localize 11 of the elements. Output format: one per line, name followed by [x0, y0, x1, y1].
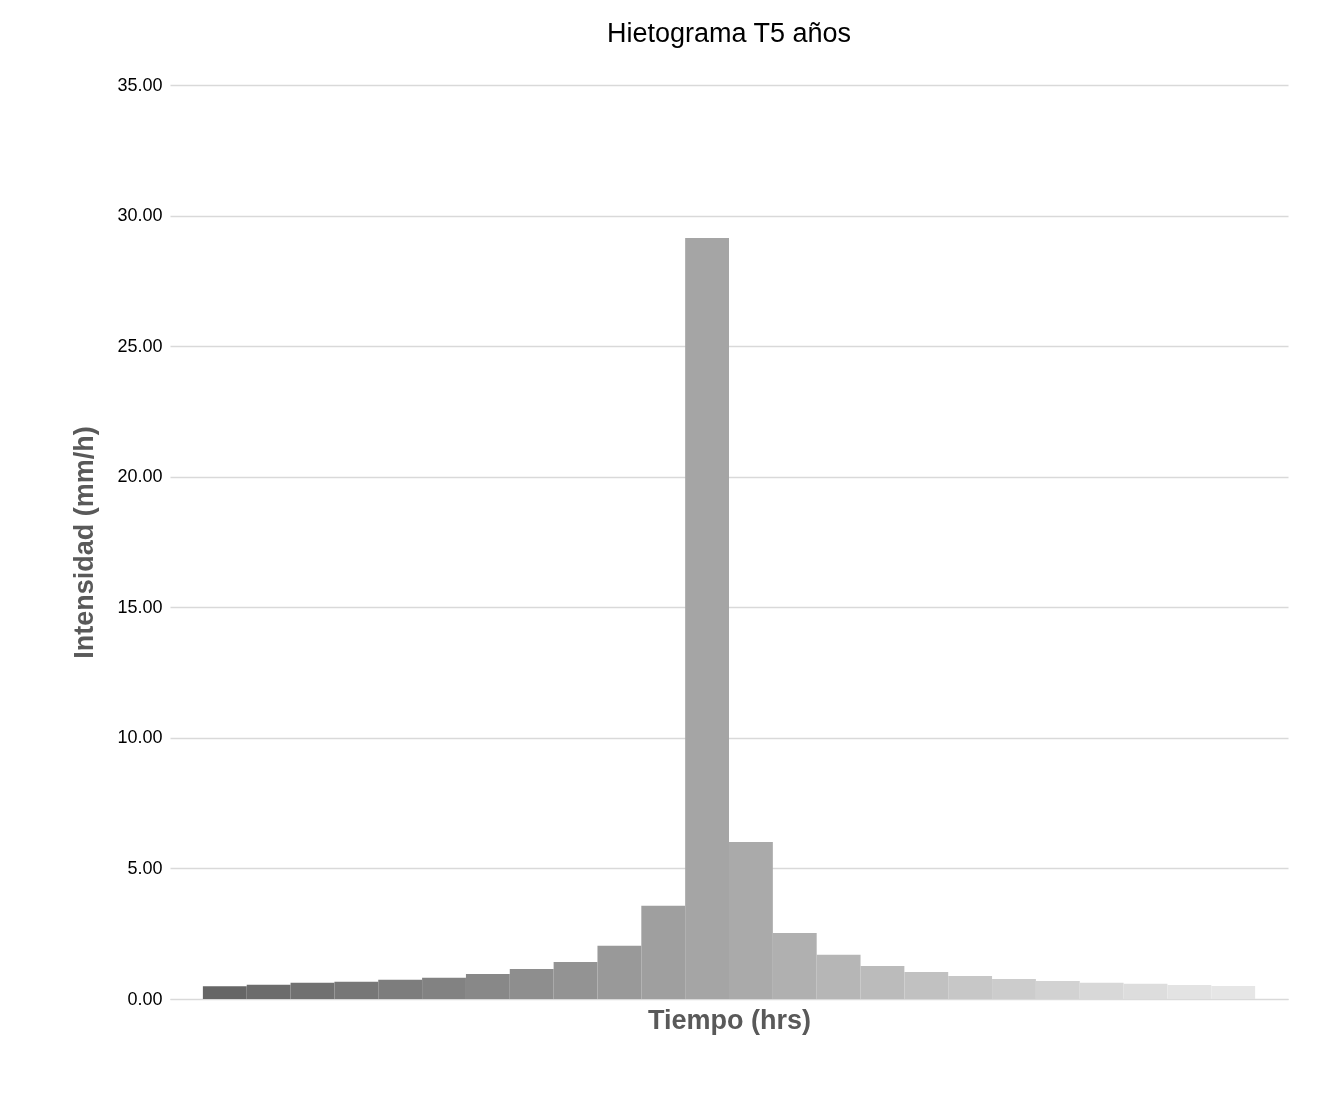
y-tick-label: 35.00: [117, 74, 163, 95]
y-tick-label: 20.00: [117, 466, 163, 487]
y-tick-label: 30.00: [117, 205, 163, 226]
y-tick-label: 25.00: [117, 335, 163, 356]
y-tick-label: 0.00: [127, 988, 163, 1009]
y-tick-label: 5.00: [127, 857, 163, 878]
y-tick-label: 10.00: [117, 727, 163, 748]
chart-title: Hietograma T5 años: [606, 18, 852, 48]
y-axis-title: Intensidad (mm/h): [69, 426, 100, 659]
x-axis-title: Tiempo (hrs): [647, 1004, 812, 1035]
y-tick-label: 15.00: [117, 596, 163, 617]
